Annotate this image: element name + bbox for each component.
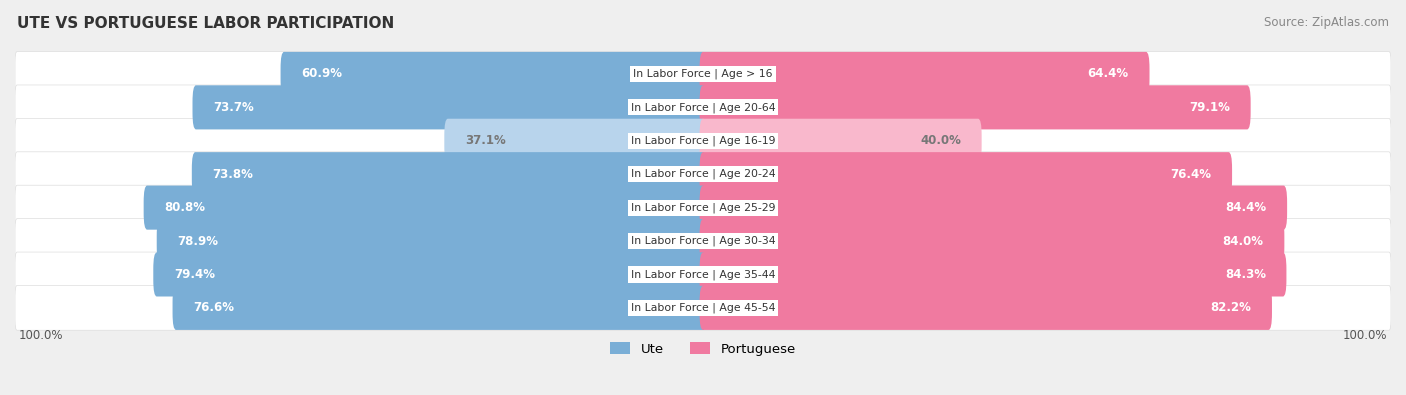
FancyBboxPatch shape (173, 286, 706, 330)
Text: 79.4%: 79.4% (174, 268, 215, 281)
Text: In Labor Force | Age 16-19: In Labor Force | Age 16-19 (631, 135, 775, 146)
FancyBboxPatch shape (700, 152, 1232, 196)
Text: 79.1%: 79.1% (1189, 101, 1230, 114)
Text: 60.9%: 60.9% (301, 68, 342, 81)
FancyBboxPatch shape (700, 219, 1284, 263)
FancyBboxPatch shape (281, 52, 706, 96)
Text: 37.1%: 37.1% (465, 134, 506, 147)
FancyBboxPatch shape (700, 119, 981, 163)
Text: In Labor Force | Age 35-44: In Labor Force | Age 35-44 (631, 269, 775, 280)
FancyBboxPatch shape (15, 286, 1391, 330)
Text: 78.9%: 78.9% (177, 235, 218, 248)
Legend: Ute, Portuguese: Ute, Portuguese (605, 337, 801, 361)
Text: In Labor Force | Age 30-34: In Labor Force | Age 30-34 (631, 236, 775, 246)
Text: 84.0%: 84.0% (1223, 235, 1264, 248)
FancyBboxPatch shape (153, 252, 706, 297)
FancyBboxPatch shape (700, 52, 1150, 96)
FancyBboxPatch shape (700, 252, 1286, 297)
Text: 64.4%: 64.4% (1088, 68, 1129, 81)
Text: Source: ZipAtlas.com: Source: ZipAtlas.com (1264, 16, 1389, 29)
FancyBboxPatch shape (700, 286, 1272, 330)
Text: In Labor Force | Age > 16: In Labor Force | Age > 16 (633, 69, 773, 79)
FancyBboxPatch shape (191, 152, 706, 196)
Text: In Labor Force | Age 25-29: In Labor Force | Age 25-29 (631, 202, 775, 213)
FancyBboxPatch shape (15, 85, 1391, 130)
Text: 73.8%: 73.8% (212, 168, 253, 181)
Text: In Labor Force | Age 20-24: In Labor Force | Age 20-24 (631, 169, 775, 179)
Text: In Labor Force | Age 20-64: In Labor Force | Age 20-64 (631, 102, 775, 113)
Text: 82.2%: 82.2% (1211, 301, 1251, 314)
FancyBboxPatch shape (15, 152, 1391, 197)
Text: UTE VS PORTUGUESE LABOR PARTICIPATION: UTE VS PORTUGUESE LABOR PARTICIPATION (17, 16, 394, 31)
Text: In Labor Force | Age 45-54: In Labor Force | Age 45-54 (631, 303, 775, 313)
FancyBboxPatch shape (15, 219, 1391, 263)
FancyBboxPatch shape (193, 85, 706, 130)
FancyBboxPatch shape (700, 186, 1286, 229)
FancyBboxPatch shape (444, 119, 706, 163)
FancyBboxPatch shape (15, 52, 1391, 96)
Text: 80.8%: 80.8% (165, 201, 205, 214)
FancyBboxPatch shape (143, 186, 706, 229)
FancyBboxPatch shape (700, 85, 1251, 130)
Text: 100.0%: 100.0% (1343, 329, 1388, 342)
Text: 84.4%: 84.4% (1226, 201, 1267, 214)
FancyBboxPatch shape (15, 185, 1391, 230)
Text: 76.6%: 76.6% (193, 301, 235, 314)
Text: 40.0%: 40.0% (920, 134, 960, 147)
FancyBboxPatch shape (156, 219, 706, 263)
Text: 76.4%: 76.4% (1170, 168, 1212, 181)
Text: 73.7%: 73.7% (214, 101, 254, 114)
FancyBboxPatch shape (15, 118, 1391, 163)
FancyBboxPatch shape (15, 252, 1391, 297)
Text: 100.0%: 100.0% (18, 329, 63, 342)
Text: 84.3%: 84.3% (1225, 268, 1265, 281)
